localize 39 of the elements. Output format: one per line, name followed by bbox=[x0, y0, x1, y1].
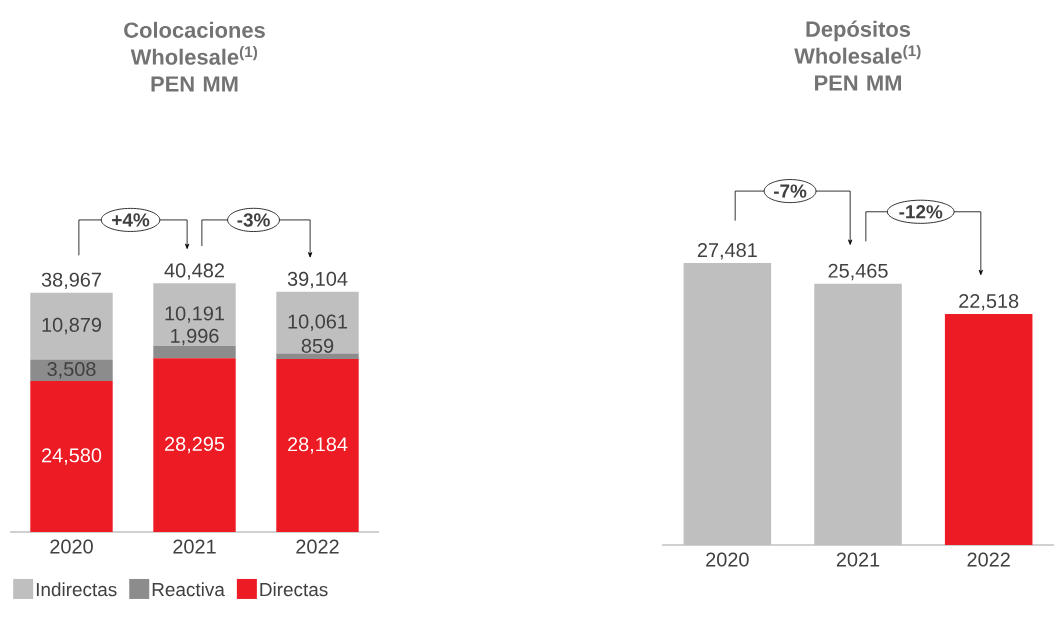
data-label: 28,184 bbox=[288, 437, 348, 454]
bar bbox=[30, 292, 113, 360]
total-label: 40,482 bbox=[164, 263, 224, 280]
legend-label: Indirectas bbox=[36, 582, 117, 597]
legend-label: Directas bbox=[260, 582, 328, 597]
data-label: 22,518 bbox=[959, 293, 1019, 311]
x-tick-label: 2021 bbox=[836, 552, 880, 567]
bar bbox=[30, 381, 113, 532]
data-label: 25,465 bbox=[828, 263, 888, 281]
data-label: 859 bbox=[301, 338, 334, 353]
data-label: 28,295 bbox=[165, 436, 225, 454]
bar bbox=[30, 359, 113, 382]
total-label: 38,967 bbox=[41, 272, 101, 290]
text: -3% bbox=[237, 213, 270, 227]
data-label: 10,879 bbox=[42, 317, 102, 335]
chart-title: Depósitos Wholesale$^{(1)}$ PEN MM bbox=[794, 20, 921, 91]
text: -12% bbox=[899, 205, 943, 219]
x-tick-label: 2022 bbox=[967, 552, 1010, 567]
bar bbox=[153, 283, 236, 346]
bar bbox=[276, 358, 359, 532]
bar bbox=[153, 345, 236, 359]
text: -7% bbox=[773, 184, 807, 198]
data-label: 24,580 bbox=[42, 448, 102, 465]
data-label: 10,061 bbox=[288, 314, 347, 331]
bar bbox=[276, 353, 359, 359]
data-label: 10,191 bbox=[165, 306, 224, 323]
chart-title: Colocaciones Wholesale$^{(1)}$ PEN MM bbox=[124, 21, 265, 92]
bar bbox=[276, 291, 359, 354]
bar bbox=[153, 358, 236, 532]
data-label: 3,508 bbox=[47, 362, 96, 379]
legend-label: Reactiva bbox=[152, 582, 225, 597]
text: +4% bbox=[112, 213, 150, 227]
data-label: 27,481 bbox=[697, 243, 757, 260]
total-label: 39,104 bbox=[287, 271, 348, 289]
data-label: 1,996 bbox=[171, 328, 219, 346]
x-tick-label: 2020 bbox=[706, 552, 749, 567]
x-tick-label: 2021 bbox=[173, 539, 216, 554]
x-tick-label: 2020 bbox=[50, 539, 93, 554]
x-tick-label: 2022 bbox=[296, 539, 339, 554]
